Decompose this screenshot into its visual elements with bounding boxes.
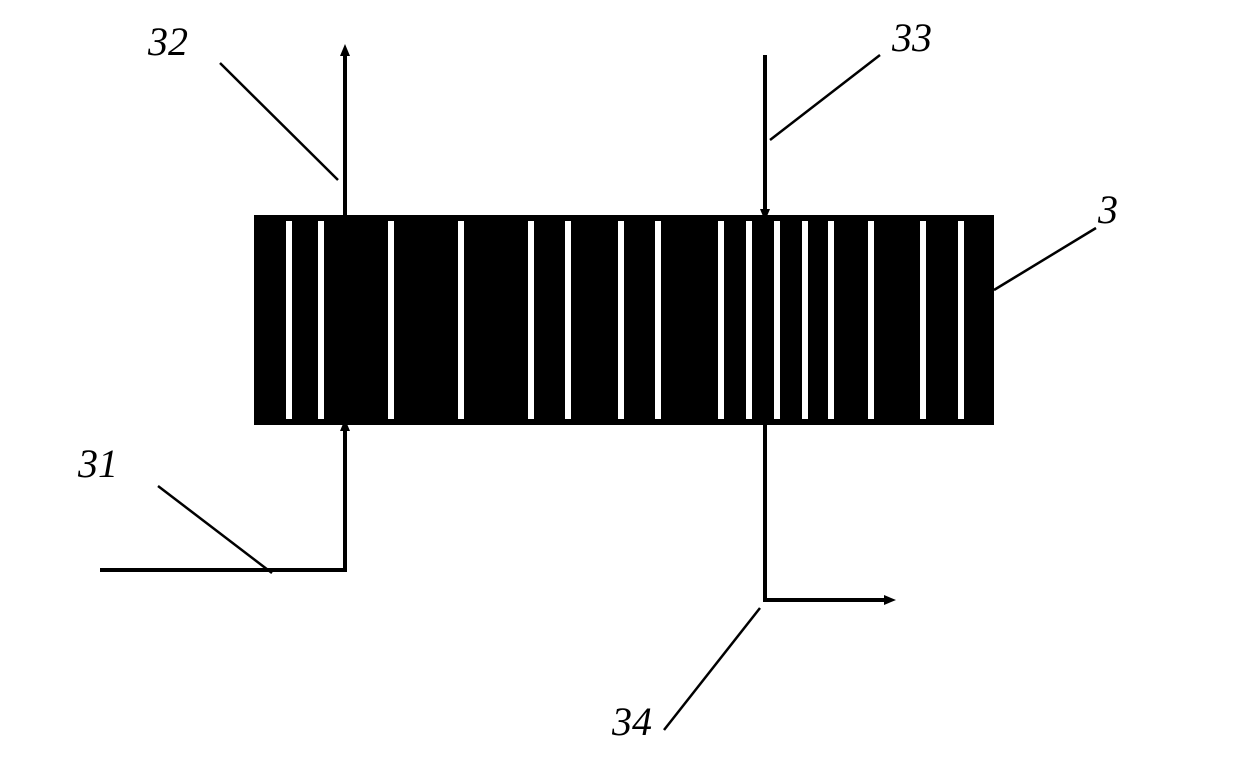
leader-31 xyxy=(158,486,272,573)
block-fin xyxy=(802,221,808,419)
block-fin xyxy=(920,221,926,419)
block-fin xyxy=(286,221,292,419)
block-fin xyxy=(318,221,324,419)
leader-32 xyxy=(220,63,338,180)
label-31: 31 xyxy=(78,440,118,487)
label-33: 33 xyxy=(892,14,932,61)
block-fin xyxy=(868,221,874,419)
label-3: 3 xyxy=(1098,186,1118,233)
block-fin xyxy=(718,221,724,419)
label-34: 34 xyxy=(612,698,652,745)
block-fin xyxy=(958,221,964,419)
flow-arrow-31 xyxy=(100,425,345,570)
block-fin xyxy=(458,221,464,419)
diagram-canvas xyxy=(0,0,1240,763)
leader-33 xyxy=(770,55,880,140)
leader-34 xyxy=(664,608,760,730)
leader-3 xyxy=(994,228,1096,290)
block-fin xyxy=(528,221,534,419)
block-fin xyxy=(655,221,661,419)
label-32: 32 xyxy=(148,18,188,65)
block-fin xyxy=(618,221,624,419)
flow-arrow-34 xyxy=(765,425,890,600)
block-fin xyxy=(828,221,834,419)
block-fin xyxy=(388,221,394,419)
block-fin xyxy=(565,221,571,419)
block-fin xyxy=(774,221,780,419)
block-fin xyxy=(746,221,752,419)
